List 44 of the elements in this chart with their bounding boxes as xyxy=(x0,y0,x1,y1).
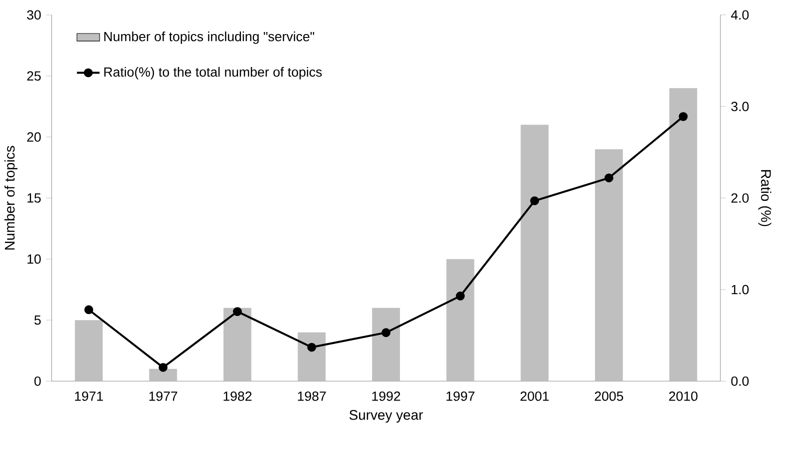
bar xyxy=(74,320,103,382)
bar xyxy=(149,369,178,382)
x-tick-label: 2001 xyxy=(520,392,549,401)
x-axis-title: Survey year xyxy=(349,410,423,423)
bar xyxy=(520,124,549,382)
x-tick-label: 2010 xyxy=(669,392,698,401)
x-tick-label: 1992 xyxy=(372,392,400,401)
y-tick-label: 5 xyxy=(34,316,41,325)
y2-tick-label: 2.0 xyxy=(731,193,749,203)
bar xyxy=(594,149,623,382)
bar xyxy=(669,88,698,382)
y-tick-label: 15 xyxy=(28,194,41,203)
point xyxy=(604,174,614,182)
y2-tick-label: 4.0 xyxy=(731,10,749,20)
bar xyxy=(223,308,252,382)
y-tick-label: 20 xyxy=(27,132,41,142)
point xyxy=(456,292,465,301)
point xyxy=(84,305,94,314)
y-tick-label: 25 xyxy=(27,71,41,81)
legend-label: Ratio(%) to the total number of topics xyxy=(104,67,322,80)
bar xyxy=(372,308,400,382)
y2-tick-label: 0.0 xyxy=(731,376,749,386)
legend-label: Number of topics including "service" xyxy=(104,32,314,44)
x-tick-label: 1987 xyxy=(298,392,326,401)
x-tick-label: 1971 xyxy=(75,392,103,401)
y2-tick-label: 3.0 xyxy=(731,102,749,112)
y-tick-label: 10 xyxy=(28,254,41,264)
bar xyxy=(446,259,474,382)
y-tick-label: 0 xyxy=(34,376,41,386)
x-tick-label: 1997 xyxy=(446,392,474,401)
x-tick-label: 1982 xyxy=(224,392,252,401)
point xyxy=(307,342,316,352)
y2-axis-title: Ratio (%) xyxy=(758,170,772,226)
bar xyxy=(298,332,326,382)
y-axis-title: Number of topics xyxy=(4,146,18,250)
point xyxy=(158,363,168,372)
point xyxy=(530,196,540,206)
y-tick-label: 30 xyxy=(27,10,41,20)
y2-tick-label: 1.0 xyxy=(732,285,749,294)
point xyxy=(232,307,242,316)
x-tick-label: 2005 xyxy=(594,392,624,401)
point xyxy=(382,328,390,338)
x-tick-label: 1977 xyxy=(149,392,178,401)
point xyxy=(678,112,688,122)
